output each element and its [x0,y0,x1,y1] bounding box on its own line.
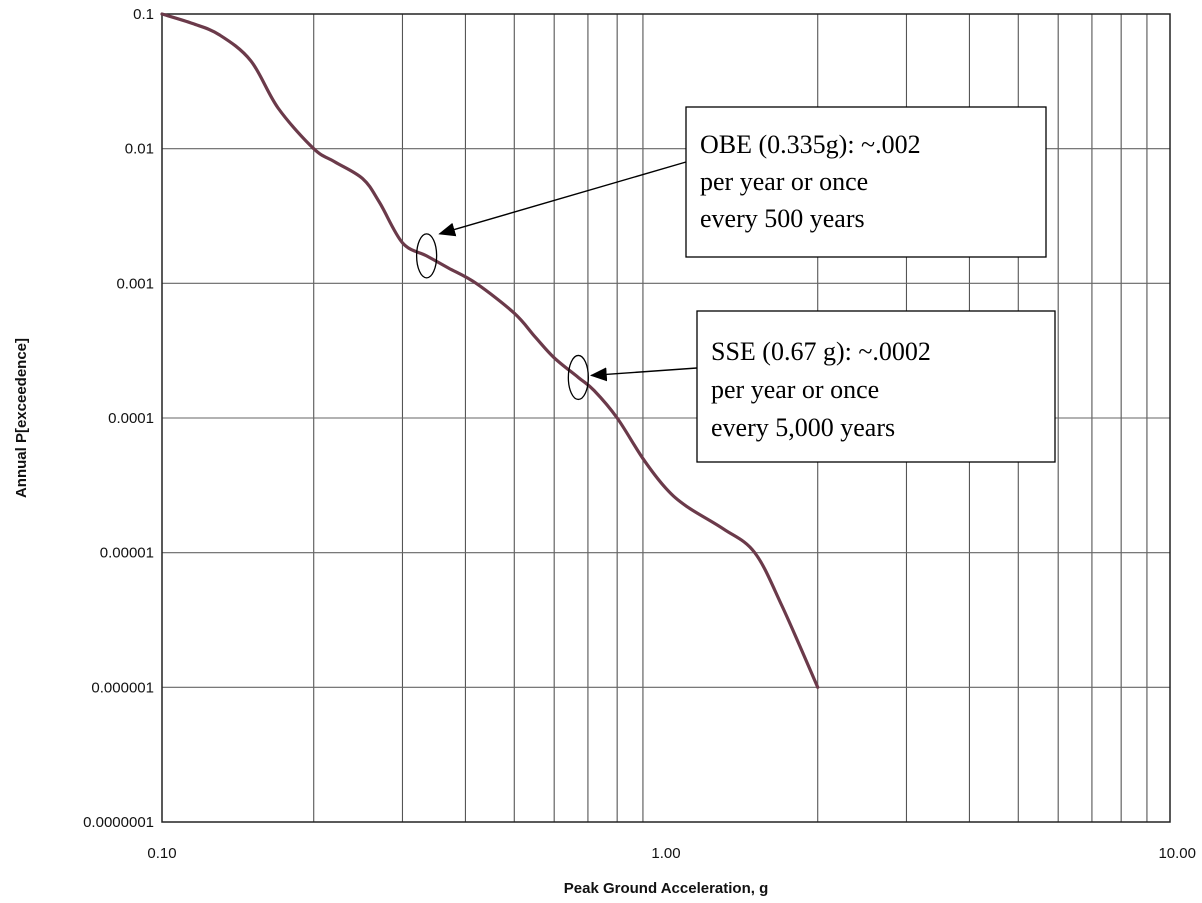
annotation-text: per year or once [711,375,879,404]
annotation-box [685,106,1047,258]
y-tick-label: 0.000001 [91,679,154,696]
y-tick-label: 0.1 [133,6,154,23]
y-tick-label: 0.001 [116,275,154,292]
target-ellipse [567,354,589,401]
annotation-text: per year or once [700,167,868,196]
y-tick-label: 0.0001 [108,410,154,427]
annotation-arrow [438,161,687,237]
annotation-text: every 500 years [700,204,865,233]
annotation-text: OBE (0.335g): ~.002 [700,130,921,159]
annotation-text: SSE (0.67 g): ~.0002 [711,337,931,366]
x-tick-labels: 0.10 1.00 10.00 [147,845,1196,862]
annotations: OBE (0.335g): ~.002 per year or once every… [415,106,1056,463]
y-axis-label: Annual P[exceedence] [13,338,30,498]
plot-frame [161,13,1171,823]
target-ellipse [415,233,438,279]
x-tick-label: 0.10 [147,845,176,862]
series-line [160,12,820,689]
x-axis-label: Peak Ground Acceleration, g [564,880,769,897]
y-tick-label: 0.01 [125,141,154,158]
y-tick-labels: 0.1 0.01 0.001 0.0001 0.00001 0.000001 0.00000… [83,6,154,831]
annotation-text: every 5,000 years [711,413,895,442]
annotation-callout: SSE (0.67 g): ~.0002 per year or once ever… [567,310,1056,463]
y-tick-label: 0.0000001 [83,814,154,831]
x-tick-label: 1.00 [651,845,680,862]
annotation-arrow [589,367,698,382]
annotation-callout: OBE (0.335g): ~.002 per year or once every… [415,106,1047,279]
x-tick-label: 10.00 [1158,845,1196,862]
annotation-box [696,310,1056,463]
y-tick-label: 0.00001 [100,545,154,562]
